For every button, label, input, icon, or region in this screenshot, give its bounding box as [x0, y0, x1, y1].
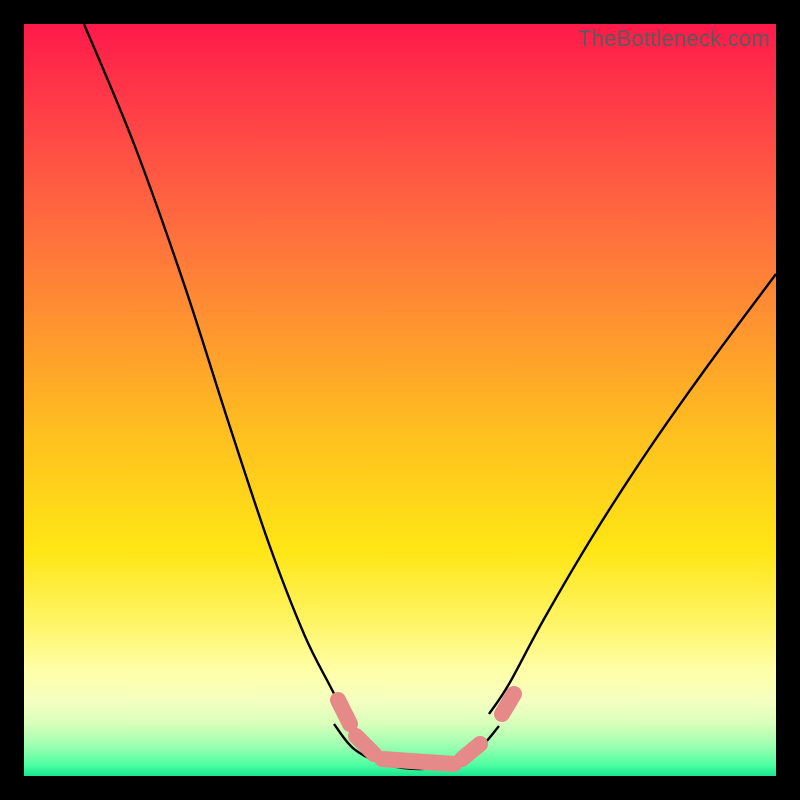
watermark-text: TheBottleneck.com [578, 26, 770, 52]
valley-bead [462, 744, 480, 759]
curve-layer [24, 24, 776, 776]
plot-area: TheBottleneck.com [24, 24, 776, 776]
curve-right-branch [489, 274, 776, 714]
valley-bead [382, 759, 454, 764]
valley-bead [338, 700, 350, 724]
chart-frame: TheBottleneck.com [0, 0, 800, 800]
curve-left-branch [84, 24, 344, 712]
valley-highlight [338, 694, 514, 764]
valley-bead [502, 694, 514, 714]
